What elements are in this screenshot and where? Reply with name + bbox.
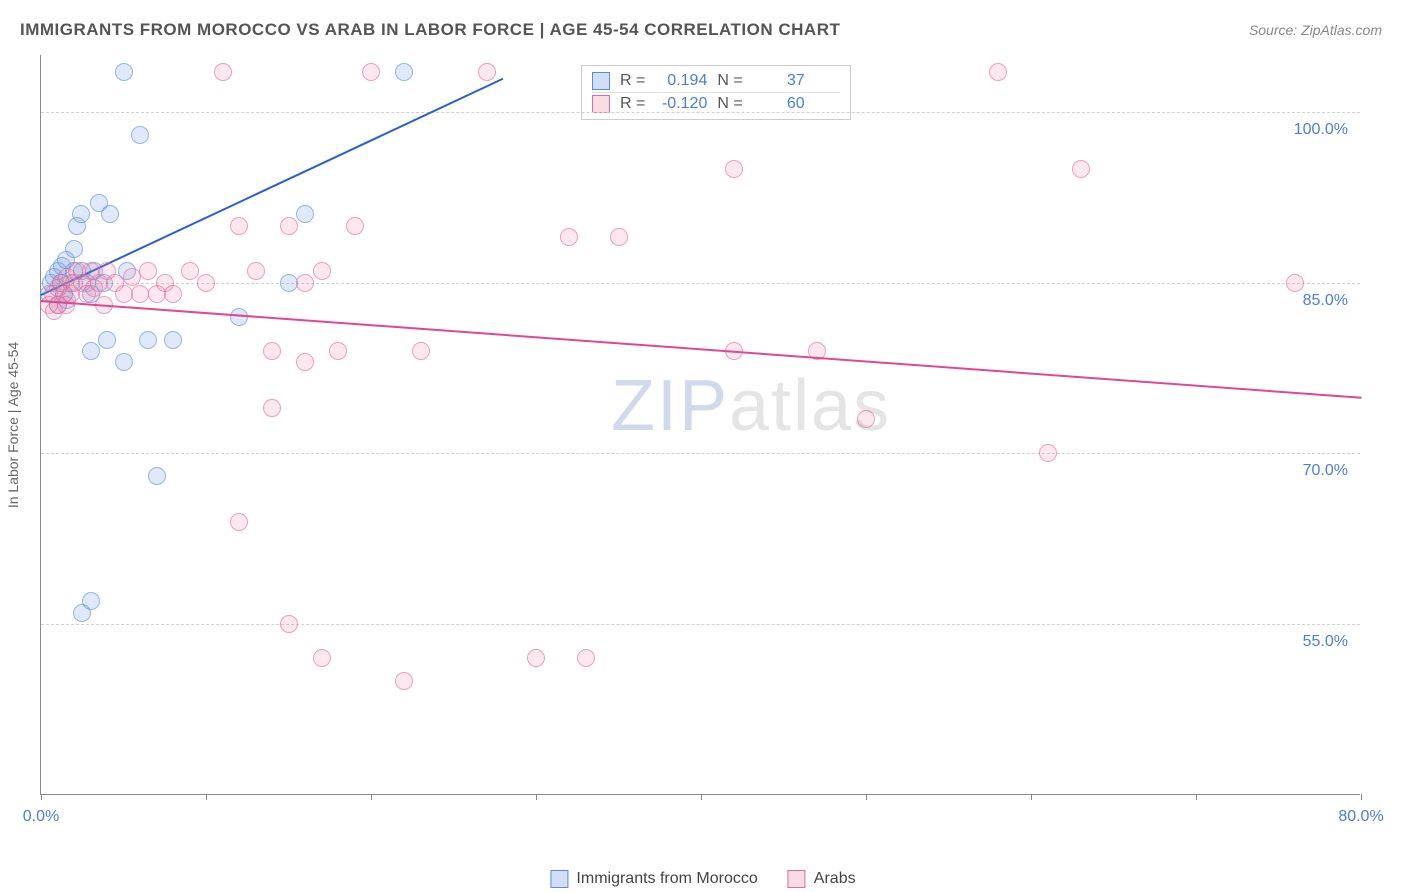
data-point xyxy=(313,262,331,280)
data-point xyxy=(82,342,100,360)
regression-line xyxy=(41,300,1361,399)
data-point xyxy=(115,285,133,303)
source-attribution: Source: ZipAtlas.com xyxy=(1249,22,1382,38)
x-tick-mark xyxy=(206,794,207,800)
gridline xyxy=(41,112,1360,113)
x-tick-mark xyxy=(1361,794,1362,800)
legend-item: Arabs xyxy=(788,870,856,888)
r-label: R = xyxy=(620,95,645,113)
data-point xyxy=(296,353,314,371)
n-value: 60 xyxy=(753,95,805,113)
data-point xyxy=(230,217,248,235)
x-tick-mark xyxy=(371,794,372,800)
x-tick-mark xyxy=(866,794,867,800)
data-point xyxy=(329,342,347,360)
y-tick-label: 100.0% xyxy=(1294,121,1348,139)
data-point xyxy=(280,217,298,235)
x-tick-mark xyxy=(1196,794,1197,800)
x-tick-mark xyxy=(536,794,537,800)
x-tick-mark xyxy=(1031,794,1032,800)
data-point xyxy=(247,262,265,280)
data-point xyxy=(395,672,413,690)
data-point xyxy=(280,615,298,633)
data-point xyxy=(412,342,430,360)
chart-title: IMMIGRANTS FROM MOROCCO VS ARAB IN LABOR… xyxy=(20,20,840,40)
data-point xyxy=(123,268,141,286)
legend-swatch xyxy=(550,870,568,888)
series-swatch xyxy=(592,72,610,90)
data-point xyxy=(857,410,875,428)
data-point xyxy=(296,205,314,223)
x-tick-mark xyxy=(41,794,42,800)
data-point xyxy=(296,274,314,292)
y-axis-label: In Labor Force | Age 45-54 xyxy=(5,341,21,507)
data-point xyxy=(362,63,380,81)
y-tick-label: 70.0% xyxy=(1303,462,1348,480)
data-point xyxy=(263,399,281,417)
data-point xyxy=(197,274,215,292)
data-point xyxy=(72,205,90,223)
data-point xyxy=(73,604,91,622)
r-label: R = xyxy=(620,72,645,90)
data-point xyxy=(1286,274,1304,292)
data-point xyxy=(139,331,157,349)
data-point xyxy=(181,262,199,280)
data-point xyxy=(989,63,1007,81)
data-point xyxy=(263,342,281,360)
stats-row: R = 0.194 N = 37 xyxy=(592,70,840,92)
data-point xyxy=(214,63,232,81)
x-tick-label: 0.0% xyxy=(23,808,59,826)
data-point xyxy=(115,353,133,371)
legend-label: Immigrants from Morocco xyxy=(576,870,757,888)
legend-swatch xyxy=(788,870,806,888)
x-tick-label: 80.0% xyxy=(1338,808,1383,826)
data-point xyxy=(101,205,119,223)
gridline xyxy=(41,624,1360,625)
data-point xyxy=(131,126,149,144)
r-value: 0.194 xyxy=(655,72,707,90)
data-point xyxy=(395,63,413,81)
data-point xyxy=(577,649,595,667)
y-tick-label: 55.0% xyxy=(1303,633,1348,651)
data-point xyxy=(478,63,496,81)
data-point xyxy=(313,649,331,667)
n-label: N = xyxy=(717,72,742,90)
data-point xyxy=(164,331,182,349)
gridline xyxy=(41,453,1360,454)
data-point xyxy=(1039,444,1057,462)
data-point xyxy=(65,240,83,258)
scatter-plot-area: In Labor Force | Age 45-54 ZIPatlas R =0… xyxy=(40,55,1360,795)
data-point xyxy=(115,63,133,81)
legend-label: Arabs xyxy=(814,870,856,888)
data-point xyxy=(280,274,298,292)
legend: Immigrants from Morocco Arabs xyxy=(550,870,855,888)
n-value: 37 xyxy=(753,72,805,90)
r-value: -0.120 xyxy=(655,95,707,113)
data-point xyxy=(230,513,248,531)
x-tick-mark xyxy=(701,794,702,800)
data-point xyxy=(527,649,545,667)
data-point xyxy=(98,331,116,349)
data-point xyxy=(139,262,157,280)
data-point xyxy=(725,160,743,178)
series-swatch xyxy=(592,95,610,113)
data-point xyxy=(610,228,628,246)
data-point xyxy=(148,467,166,485)
data-point xyxy=(1072,160,1090,178)
gridline xyxy=(41,283,1360,284)
data-point xyxy=(131,285,149,303)
data-point xyxy=(346,217,364,235)
n-label: N = xyxy=(717,95,742,113)
legend-item: Immigrants from Morocco xyxy=(550,870,757,888)
y-tick-label: 85.0% xyxy=(1303,292,1348,310)
data-point xyxy=(164,285,182,303)
data-point xyxy=(560,228,578,246)
watermark: ZIPatlas xyxy=(611,365,891,447)
